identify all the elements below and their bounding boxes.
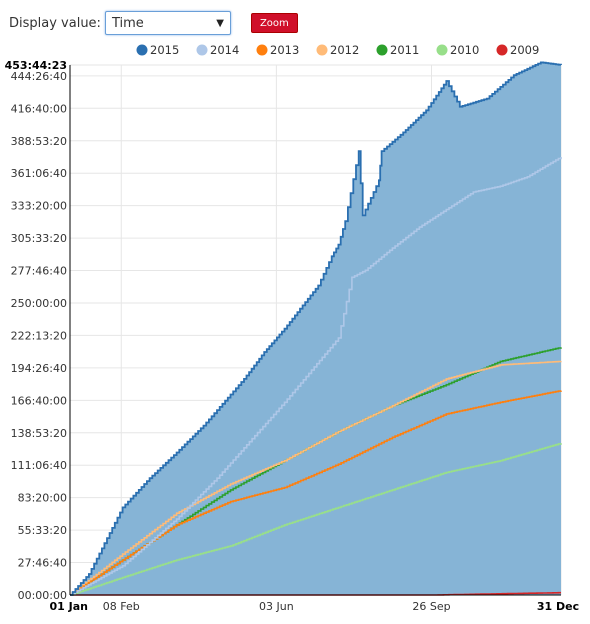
legend-label-2010: 2010 xyxy=(450,43,479,57)
y-tick-label: 00:00:00 xyxy=(18,589,67,602)
series-line-2014 xyxy=(70,157,562,596)
legend-label-2014: 2014 xyxy=(210,43,239,57)
legend-marker-2013 xyxy=(256,44,268,56)
display-controls: Display value: Time ▼ Zoom xyxy=(9,9,298,37)
y-tick-label: 83:20:00 xyxy=(18,492,67,505)
y-tick-label: 305:33:20 xyxy=(11,232,67,245)
x-tick-label: 08 Feb xyxy=(103,600,140,613)
legend-label-2012: 2012 xyxy=(330,43,359,57)
zoom-button[interactable]: Zoom xyxy=(250,13,298,33)
legend-label-2013: 2013 xyxy=(270,43,299,57)
y-tick-label: 453:44:23 xyxy=(5,59,67,72)
y-tick-label: 222:13:20 xyxy=(11,329,67,342)
y-tick-label: 166:40:00 xyxy=(11,394,67,407)
x-tick-label: 01 Jan xyxy=(50,600,88,613)
x-tick-label: 03 Jun xyxy=(259,600,294,613)
y-tick-label: 27:46:40 xyxy=(18,557,67,570)
y-tick-label: 138:53:20 xyxy=(11,427,67,440)
y-tick-label: 416:40:00 xyxy=(11,102,67,115)
legend-marker-2011 xyxy=(376,44,388,56)
y-tick-label: 333:20:00 xyxy=(11,200,67,213)
series-area-2015 xyxy=(70,62,561,595)
display-value-select[interactable]: Time ▼ xyxy=(104,11,231,35)
legend: 2015 2014 2013 2012 2011 2010 2009 xyxy=(136,43,539,57)
legend-label-2009: 2009 xyxy=(510,43,539,57)
legend-marker-2010 xyxy=(436,44,448,56)
legend-label-2011: 2011 xyxy=(390,43,419,57)
chevron-down-icon: ▼ xyxy=(216,17,224,29)
series-line-2010 xyxy=(70,443,562,596)
legend-marker-2009 xyxy=(496,44,508,56)
legend-marker-2012 xyxy=(316,44,328,56)
y-tick-label: 250:00:00 xyxy=(11,297,67,310)
y-tick-label: 111:06:40 xyxy=(11,459,67,472)
legend-label-2015: 2015 xyxy=(150,43,179,57)
y-tick-label: 55:33:20 xyxy=(18,524,67,537)
y-tick-label: 361:06:40 xyxy=(11,167,67,180)
display-value-selected: Time xyxy=(111,15,144,31)
legend-marker-2015 xyxy=(136,44,148,56)
x-tick-label: 31 Dec xyxy=(537,600,579,613)
series-line-2015 xyxy=(70,61,562,596)
series-line-2012 xyxy=(70,360,562,596)
x-tick-label: 26 Sep xyxy=(412,600,450,613)
y-tick-label: 444:26:40 xyxy=(11,70,67,83)
y-tick-label: 388:53:20 xyxy=(11,135,67,148)
legend-marker-2014 xyxy=(196,44,208,56)
y-tick-label: 277:46:40 xyxy=(11,265,67,278)
display-value-label: Display value: xyxy=(9,15,101,31)
y-tick-label: 194:26:40 xyxy=(11,362,67,375)
